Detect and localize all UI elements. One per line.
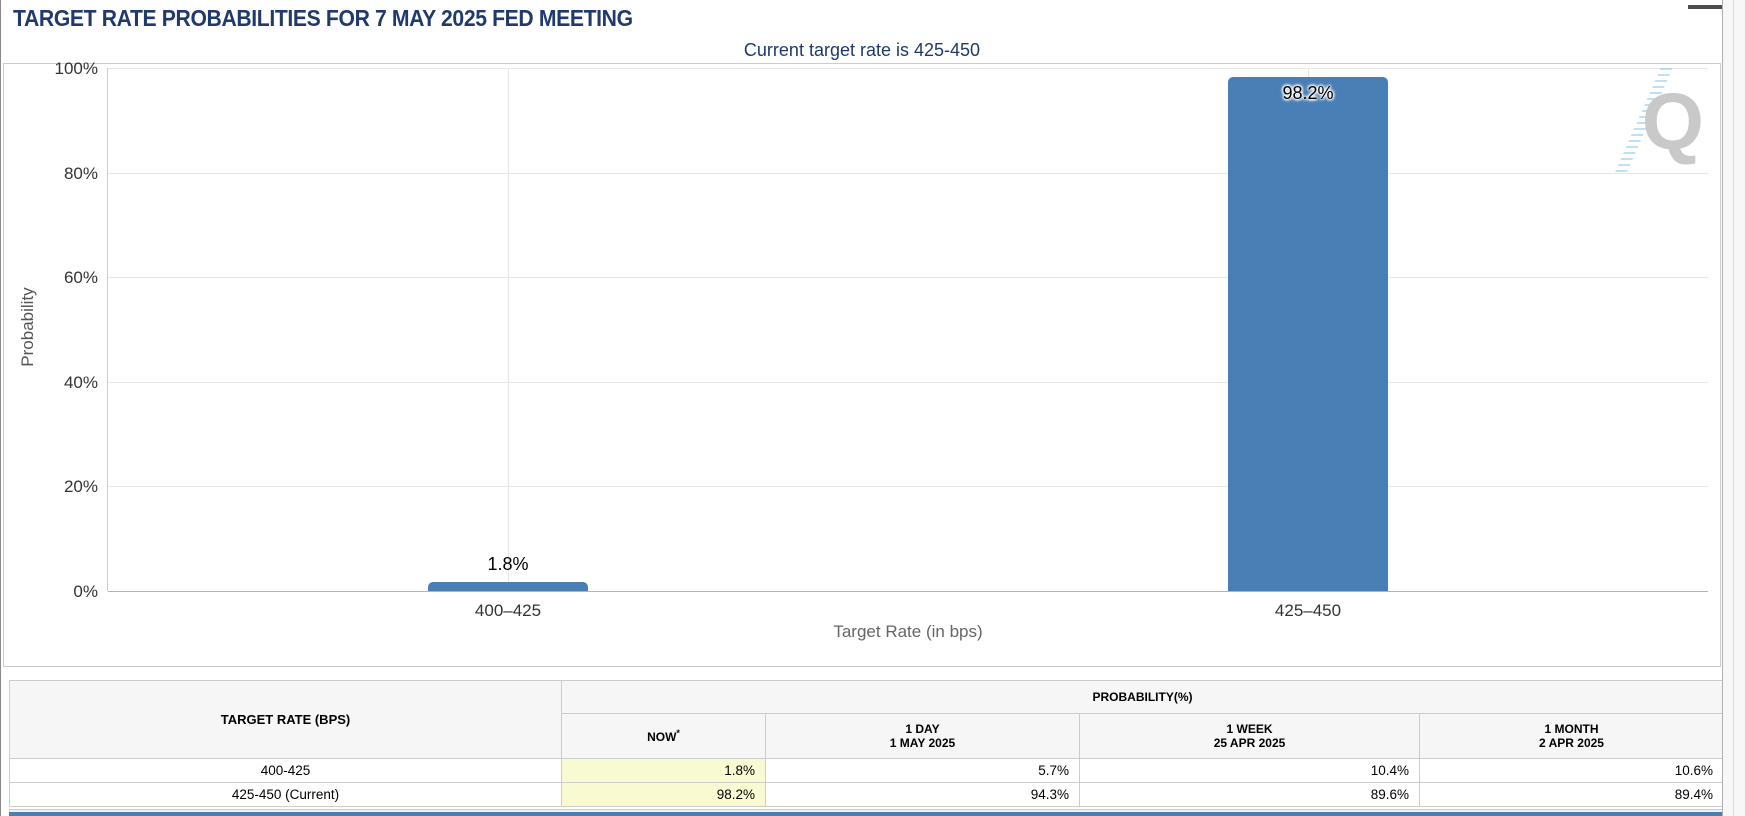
x-axis-category-label: 425–450 (1274, 601, 1342, 620)
probability-now-cell: 98.2% (561, 782, 766, 807)
probability-cell: 10.6% (1419, 758, 1724, 783)
probability-bar[interactable] (428, 581, 588, 591)
y-axis-title: Probability (18, 287, 37, 367)
table-column-subheader: 2 APR 2025 (1539, 736, 1604, 750)
probability-chart: Current target rate is 425-450 0% 20% 40% 6… (3, 40, 1721, 667)
quikstrike-q-watermark: Q (1613, 68, 1704, 180)
h-gridline (108, 381, 1708, 383)
h-gridline (108, 486, 1708, 488)
y-axis-tick-label: 80% (63, 163, 98, 183)
table-column-subheader: 25 APR 2025 (1213, 736, 1286, 750)
h-gridline (108, 277, 1708, 279)
x-axis-line (108, 591, 1708, 592)
probability-cell: 10.4% (1079, 758, 1420, 783)
probability-bar[interactable] (1228, 77, 1388, 591)
vertical-scrollbar[interactable] (1722, 0, 1745, 816)
watermark-q-letter: Q (1641, 77, 1704, 166)
probability-cell: 89.6% (1079, 782, 1420, 807)
target-rate-cell: 400-425 (9, 758, 562, 783)
chart-subtitle: Current target rate is 425-450 (743, 40, 981, 60)
y-axis-tick-label: 20% (63, 477, 98, 497)
footnote-asterisk: * (676, 728, 680, 738)
table-header-probability-group: PROBABILITY(%) (561, 680, 1724, 714)
probability-cell: 94.3% (765, 782, 1080, 807)
hamburger-bar (1688, 5, 1745, 9)
probability-now-cell: 1.8% (561, 758, 766, 783)
y-axis-tick-label: 100% (54, 59, 98, 78)
x-axis-title: Target Rate (in bps) (833, 622, 983, 641)
table-row: 400-425 1.8% 5.7% 10.4% 10.6% (9, 758, 1724, 783)
probability-table: TARGET RATE (BPS) PROBABILITY(%) NOW* 1 D… (9, 680, 1724, 807)
y-axis-tick-label: 40% (63, 372, 98, 392)
v-gridline (508, 68, 509, 591)
table-column-header: NOW* (561, 713, 766, 759)
probability-cell: 89.4% (1419, 782, 1724, 807)
h-gridline (108, 68, 1708, 69)
bar-value-label: 98.2% (1282, 83, 1334, 104)
y-axis-line (107, 68, 108, 591)
table-row: 425-450 (Current) 98.2% 94.3% 89.6% 89.4% (9, 782, 1724, 807)
target-rate-cell: 425-450 (Current) (9, 782, 562, 807)
x-axis-category-label: 400–425 (474, 601, 542, 620)
scrollbar-track-line (1733, 0, 1734, 816)
table-column-subheader: 1 MAY 2025 (889, 736, 956, 750)
bar-value-label: 1.8% (487, 553, 529, 574)
bottom-blue-bar (9, 812, 1723, 816)
probability-cell: 5.7% (765, 758, 1080, 783)
y-axis-tick-label: 0% (73, 582, 98, 601)
table-column-header: 1 WEEK 25 APR 2025 (1079, 713, 1420, 759)
h-gridline (108, 172, 1708, 174)
table-column-header: 1 DAY 1 MAY 2025 (765, 713, 1080, 759)
table-column-header: 1 MONTH 2 APR 2025 (1419, 713, 1724, 759)
y-axis-tick-label: 60% (63, 268, 98, 288)
table-header-target-rate: TARGET RATE (BPS) (9, 680, 562, 759)
page-title: TARGET RATE PROBABILITIES FOR 7 MAY 2025… (13, 5, 633, 31)
chart-plot-area: 0% 20% 40% 60% 80% 100% 1.8% 400–425 98.2% 425–45… (55, 59, 1708, 620)
